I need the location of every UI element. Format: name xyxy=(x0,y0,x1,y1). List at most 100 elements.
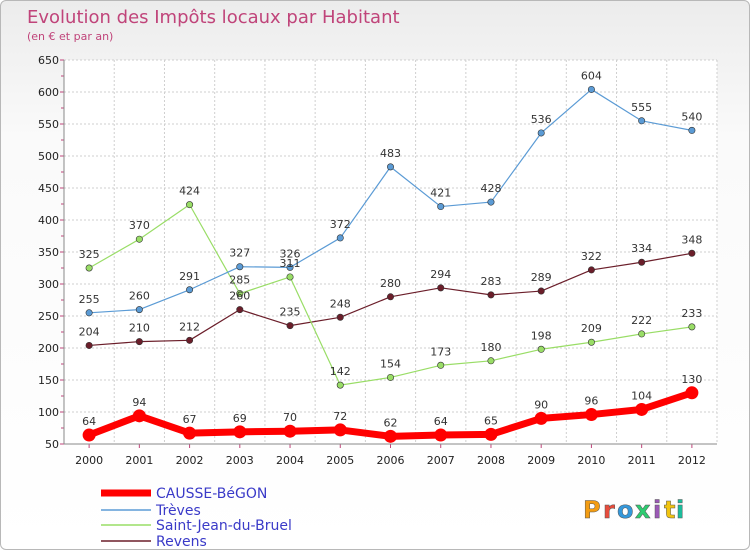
data-point xyxy=(236,306,244,314)
data-label: 294 xyxy=(430,268,451,281)
y-tick-label: 650 xyxy=(38,54,59,67)
data-point xyxy=(487,198,495,206)
x-tick-label: 2012 xyxy=(678,454,706,467)
y-tick-label: 450 xyxy=(38,182,59,195)
data-labels: 64 94 67 69 70 72 62 64 65 90 96 104 130 255 260 291 327… xyxy=(79,69,703,429)
data-label: 233 xyxy=(681,307,702,320)
data-label: 536 xyxy=(531,113,552,126)
series xyxy=(82,85,699,443)
y-tick-label: 250 xyxy=(38,310,59,323)
data-label: 94 xyxy=(132,396,146,409)
data-point xyxy=(183,426,197,440)
chart-subtitle: (en € et par an) xyxy=(27,30,113,43)
data-label: 325 xyxy=(79,248,100,261)
data-label: 90 xyxy=(534,398,548,411)
y-tick-label: 400 xyxy=(38,214,59,227)
data-point xyxy=(537,345,545,353)
data-label: 64 xyxy=(434,415,448,428)
data-point xyxy=(283,424,297,438)
y-tick-label: 200 xyxy=(38,342,59,355)
y-tick-label: 300 xyxy=(38,278,59,291)
data-point xyxy=(135,306,143,314)
data-point xyxy=(384,429,397,443)
data-point xyxy=(587,85,595,93)
logo-letter: i xyxy=(676,496,684,524)
grid xyxy=(63,59,718,445)
y-tick-label: 500 xyxy=(38,150,59,163)
data-point xyxy=(135,235,143,243)
logo-letter: x xyxy=(635,496,651,524)
data-label: 248 xyxy=(330,297,351,310)
data-point xyxy=(286,273,294,281)
data-label: 283 xyxy=(480,275,501,288)
x-tick-label: 2001 xyxy=(125,454,153,467)
chart-title: Evolution des Impôts locaux par Habitant xyxy=(27,7,400,28)
data-label: 72 xyxy=(333,410,347,423)
data-label: 372 xyxy=(330,218,351,231)
legend: CAUSSE-BéGONTrèvesSaint-Jean-du-BruelRev… xyxy=(101,486,292,549)
logo-letter: r xyxy=(603,496,615,524)
data-point xyxy=(186,286,194,294)
data-label: 67 xyxy=(183,413,197,426)
data-label: 322 xyxy=(581,250,602,263)
data-point xyxy=(286,263,294,271)
data-label: 334 xyxy=(631,242,652,255)
x-tick-label: 2009 xyxy=(527,454,555,467)
data-label: 555 xyxy=(631,101,652,114)
data-label: 235 xyxy=(280,306,301,319)
x-tick-label: 2007 xyxy=(427,454,455,467)
data-label: 204 xyxy=(79,325,100,338)
logo-letter: i xyxy=(653,496,661,524)
data-label: 70 xyxy=(283,411,297,424)
data-label: 311 xyxy=(280,257,301,270)
data-point xyxy=(685,386,699,400)
data-point xyxy=(635,402,649,416)
data-point xyxy=(537,129,545,137)
y-tick-label: 550 xyxy=(38,118,59,131)
x-tick-label: 2000 xyxy=(75,454,103,467)
logo-letter: P xyxy=(583,496,601,524)
data-point xyxy=(386,163,394,171)
data-label: 280 xyxy=(380,277,401,290)
data-point xyxy=(386,373,394,381)
x-tick-label: 2010 xyxy=(577,454,605,467)
data-label: 154 xyxy=(380,357,401,370)
data-label: 428 xyxy=(480,182,501,195)
data-point xyxy=(534,411,548,425)
data-point xyxy=(85,341,93,349)
y-tick-label: 150 xyxy=(38,374,59,387)
data-label: 130 xyxy=(681,373,702,386)
data-point xyxy=(236,263,244,271)
data-point xyxy=(437,284,445,292)
data-point xyxy=(688,126,696,134)
data-label: 260 xyxy=(129,290,150,303)
data-point xyxy=(638,117,646,125)
x-tick-label: 2008 xyxy=(477,454,505,467)
data-label: 210 xyxy=(129,322,150,335)
data-label: 327 xyxy=(229,247,250,260)
data-point xyxy=(236,290,244,298)
data-label: 62 xyxy=(384,416,398,429)
data-point xyxy=(587,266,595,274)
data-point xyxy=(82,428,96,442)
y-tick-label: 100 xyxy=(38,406,59,419)
data-point xyxy=(186,201,194,209)
data-point xyxy=(186,336,194,344)
data-label: 222 xyxy=(631,314,652,327)
legend-label-0: CAUSSE-BéGON xyxy=(156,486,267,502)
data-label: 540 xyxy=(681,110,702,123)
data-point xyxy=(286,322,294,330)
data-point xyxy=(487,291,495,299)
data-label: 604 xyxy=(581,69,602,82)
data-point xyxy=(688,323,696,331)
data-point xyxy=(638,330,646,338)
data-label: 180 xyxy=(480,341,501,354)
data-label: 260 xyxy=(229,290,250,303)
data-label: 285 xyxy=(229,274,250,287)
data-label: 142 xyxy=(330,365,351,378)
data-label: 370 xyxy=(129,219,150,232)
data-point xyxy=(537,287,545,295)
data-point xyxy=(336,313,344,321)
